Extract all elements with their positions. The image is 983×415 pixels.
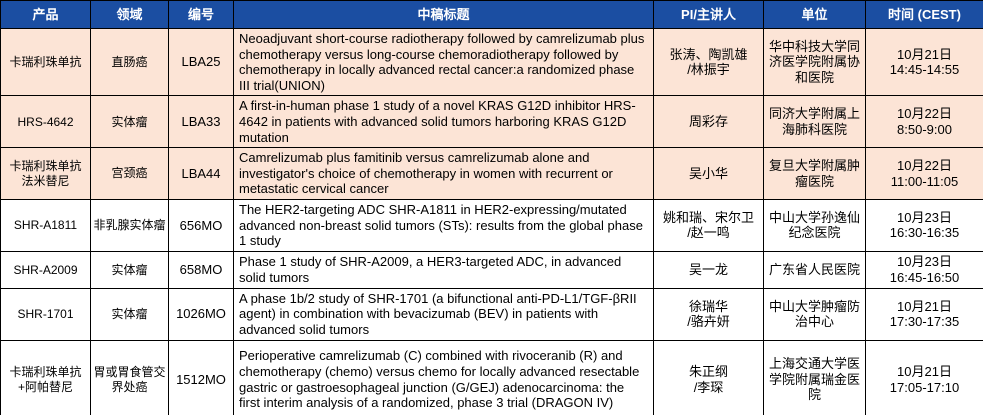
cell-code: 656MO bbox=[168, 198, 234, 252]
cell-code: LBA33 bbox=[168, 95, 234, 149]
table-row: 卡瑞利珠单抗 法米替尼 宫颈癌 LBA44 Camrelizumab plus … bbox=[0, 147, 983, 200]
cell-time: 10月22日 8:50-9:00 bbox=[865, 95, 983, 149]
cell-pi: 姚和瑞、宋尔卫 /赵一鸣 bbox=[653, 198, 764, 252]
header-time: 时间 (CEST) bbox=[865, 0, 983, 29]
cell-institution: 广东省人民医院 bbox=[763, 250, 866, 289]
cell-time: 10月21日 17:05-17:10 bbox=[865, 339, 983, 415]
cell-title: Camrelizumab plus famitinib versus camre… bbox=[233, 147, 654, 200]
cell-code: 1512MO bbox=[168, 339, 234, 415]
cell-code: LBA44 bbox=[168, 147, 234, 200]
cell-pi: 吴一龙 bbox=[653, 250, 764, 289]
table-row: SHR-1701 实体瘤 1026MO A phase 1b/2 study o… bbox=[0, 287, 983, 341]
cell-institution: 复旦大学附属肿瘤医院 bbox=[763, 147, 866, 200]
cell-field: 实体瘤 bbox=[90, 250, 169, 289]
cell-code: LBA25 bbox=[168, 27, 234, 97]
table-row: 卡瑞利珠单抗 +阿帕替尼 胃或胃食管交界处癌 1512MO Perioperat… bbox=[0, 339, 983, 415]
cell-product: HRS-4642 bbox=[0, 95, 91, 149]
cell-institution: 上海交通大学医学院附属瑞金医院 bbox=[763, 339, 866, 415]
header-pi: PI/主讲人 bbox=[653, 0, 764, 29]
table-row: SHR-A2009 实体瘤 658MO Phase 1 study of SHR… bbox=[0, 250, 983, 289]
cell-field: 实体瘤 bbox=[90, 287, 169, 341]
cell-title: Neoadjuvant short-course radiotherapy fo… bbox=[233, 27, 654, 97]
cell-product: 卡瑞利珠单抗 法米替尼 bbox=[0, 147, 91, 200]
table-row: 卡瑞利珠单抗 直肠癌 LBA25 Neoadjuvant short-cours… bbox=[0, 27, 983, 97]
cell-product: 卡瑞利珠单抗 +阿帕替尼 bbox=[0, 339, 91, 415]
table-header: 产品 领域 编号 中稿标题 PI/主讲人 单位 时间 (CEST) bbox=[0, 0, 983, 29]
cell-pi: 周彩存 bbox=[653, 95, 764, 149]
header-row: 产品 领域 编号 中稿标题 PI/主讲人 单位 时间 (CEST) bbox=[0, 0, 983, 29]
cell-institution: 华中科技大学同济医学院附属协和医院 bbox=[763, 27, 866, 97]
header-title: 中稿标题 bbox=[233, 0, 654, 29]
cell-institution: 中山大学孙逸仙纪念医院 bbox=[763, 198, 866, 252]
cell-institution: 中山大学肿瘤防治中心 bbox=[763, 287, 866, 341]
table-body: 卡瑞利珠单抗 直肠癌 LBA25 Neoadjuvant short-cours… bbox=[0, 27, 983, 415]
cell-title: Phase 1 study of SHR-A2009, a HER3-targe… bbox=[233, 250, 654, 289]
header-product: 产品 bbox=[0, 0, 91, 29]
cell-title: Perioperative camrelizumab (C) combined … bbox=[233, 339, 654, 415]
table-row: SHR-A1811 非乳腺实体瘤 656MO The HER2-targetin… bbox=[0, 198, 983, 252]
cell-time: 10月21日 17:30-17:35 bbox=[865, 287, 983, 341]
cell-field: 胃或胃食管交界处癌 bbox=[90, 339, 169, 415]
cell-product: SHR-A2009 bbox=[0, 250, 91, 289]
cell-field: 宫颈癌 bbox=[90, 147, 169, 200]
cell-product: 卡瑞利珠单抗 bbox=[0, 27, 91, 97]
header-field: 领域 bbox=[90, 0, 169, 29]
cell-time: 10月23日 16:30-16:35 bbox=[865, 198, 983, 252]
cell-pi: 徐瑞华 /骆卉妍 bbox=[653, 287, 764, 341]
cell-field: 直肠癌 bbox=[90, 27, 169, 97]
cell-title: The HER2-targeting ADC SHR-A1811 in HER2… bbox=[233, 198, 654, 252]
table-row: HRS-4642 实体瘤 LBA33 A first-in-human phas… bbox=[0, 95, 983, 149]
cell-institution: 同济大学附属上海肺科医院 bbox=[763, 95, 866, 149]
cell-pi: 张涛、陶凯雄 /林振宇 bbox=[653, 27, 764, 97]
cell-title: A phase 1b/2 study of SHR-1701 (a bifunc… bbox=[233, 287, 654, 341]
cell-field: 实体瘤 bbox=[90, 95, 169, 149]
cell-pi: 朱正纲 /李琛 bbox=[653, 339, 764, 415]
cell-code: 658MO bbox=[168, 250, 234, 289]
header-institution: 单位 bbox=[763, 0, 866, 29]
header-code: 编号 bbox=[168, 0, 234, 29]
cell-time: 10月21日 14:45-14:55 bbox=[865, 27, 983, 97]
cell-field: 非乳腺实体瘤 bbox=[90, 198, 169, 252]
cell-time: 10月23日 16:45-16:50 bbox=[865, 250, 983, 289]
cell-product: SHR-1701 bbox=[0, 287, 91, 341]
cell-code: 1026MO bbox=[168, 287, 234, 341]
cell-pi: 吴小华 bbox=[653, 147, 764, 200]
cell-title: A first-in-human phase 1 study of a nove… bbox=[233, 95, 654, 149]
cell-product: SHR-A1811 bbox=[0, 198, 91, 252]
cell-time: 10月22日 11:00-11:05 bbox=[865, 147, 983, 200]
